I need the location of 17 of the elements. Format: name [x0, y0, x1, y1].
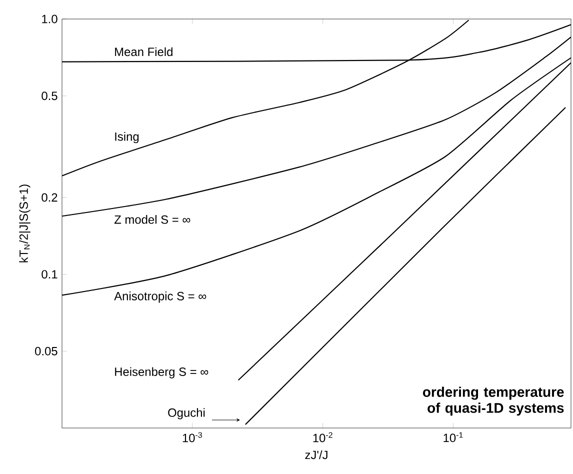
legend-label: Oguchi	[168, 408, 205, 420]
y-tick-label: 0.2	[42, 193, 58, 202]
series-label: Mean Field	[115, 47, 172, 56]
text: Heisenberg S = ∞	[115, 367, 208, 378]
series-label: Z model S = ∞	[114, 215, 190, 224]
x-axis-title: zJ'/J	[305, 450, 328, 460]
x-tick-label: 10$^{-1}$	[444, 432, 463, 442]
x-tick-label: 10$^{-3}$	[182, 432, 202, 442]
y-tick-label: 1.0	[42, 14, 58, 24]
y-axis-title: kT$_{N}$/2|J|S(S+1)	[19, 184, 30, 262]
y-tick-label: 0.05	[35, 346, 58, 356]
y-tick-label: 0.5	[42, 92, 58, 100]
x-tick-label: 10$^{-2}$	[313, 432, 332, 442]
series-label: Ising	[115, 132, 139, 144]
series-label: Anisotropic S = ∞	[114, 292, 206, 303]
annotation: ordering temperature of quasi-1D systems	[422, 386, 564, 416]
y-tick-label: 0.1	[42, 270, 58, 279]
